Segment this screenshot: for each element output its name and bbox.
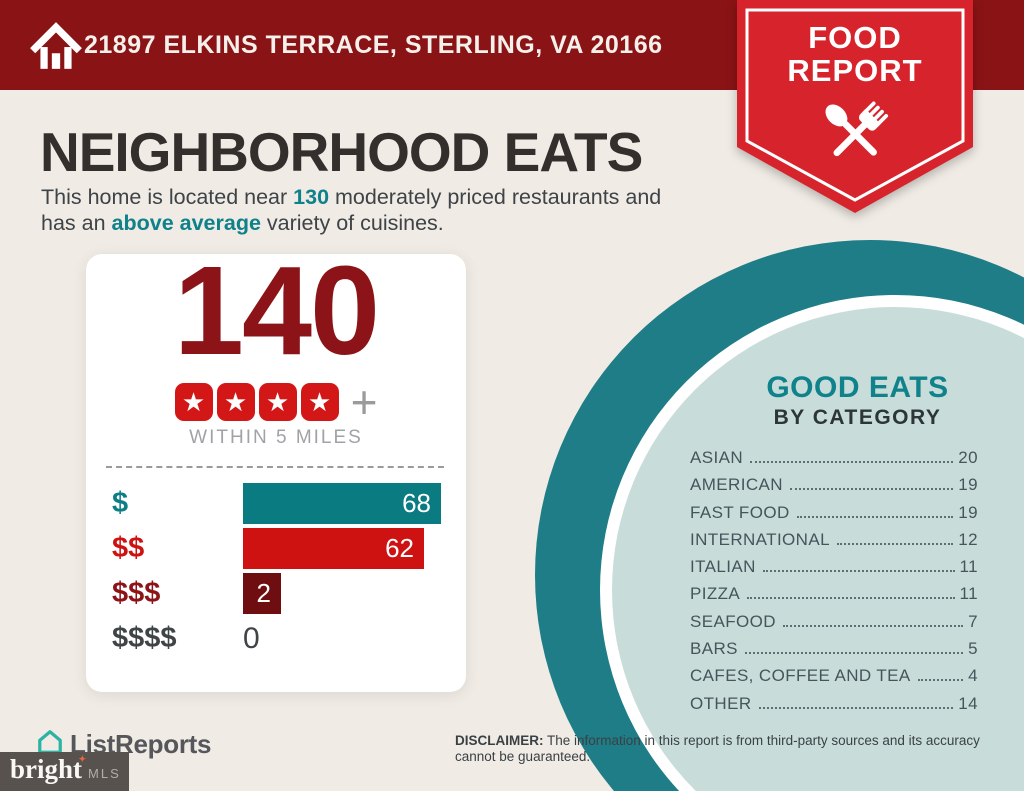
good-eats-title: GOOD EATS xyxy=(766,371,949,404)
star-icon: ★ xyxy=(216,383,255,421)
intro-part3: has an xyxy=(41,210,112,235)
price-tier-label: $$ xyxy=(112,532,145,564)
category-count: 19 xyxy=(958,475,978,495)
disclaimer-label: DISCLAIMER: xyxy=(455,733,544,748)
price-tier-zero-value: 0 xyxy=(243,622,260,655)
total-restaurants-number: 140 xyxy=(173,240,380,381)
category-name: BARS xyxy=(690,639,738,659)
property-address: 21897 ELKINS TERRACE, STERLING, VA 20166 xyxy=(84,31,663,59)
dotted-leader xyxy=(789,488,954,491)
restaurant-count: 130 xyxy=(293,185,330,209)
category-row: INTERNATIONAL 12 xyxy=(690,531,978,548)
category-count: 5 xyxy=(968,639,978,659)
category-row: ASIAN 20 xyxy=(690,449,978,466)
category-count: 4 xyxy=(968,666,978,686)
dotted-leader xyxy=(744,652,964,655)
brightmls-suffix: MLS xyxy=(88,766,121,781)
price-tier-label: $$$$ xyxy=(112,622,177,654)
price-tier-bar: 62 xyxy=(243,528,424,569)
disclaimer-text: DISCLAIMER: The information in this repo… xyxy=(455,733,980,765)
category-name: INTERNATIONAL xyxy=(690,529,830,549)
price-tier-bar-zone: 62 xyxy=(243,528,466,569)
category-name: ASIAN xyxy=(690,448,744,467)
category-row: OTHER 14 xyxy=(690,695,978,712)
badge-title: FOOD REPORT xyxy=(737,20,973,88)
category-name: SEAFOOD xyxy=(690,611,776,631)
dotted-leader xyxy=(782,624,964,627)
dotted-leader xyxy=(796,515,954,518)
category-name: ITALIAN xyxy=(690,557,756,577)
dashed-divider xyxy=(106,466,444,468)
category-list: ASIAN 20 AMERICAN 19 FAST FOOD 19 INTERNATIONA… xyxy=(690,449,978,712)
badge-line2: REPORT xyxy=(787,52,923,88)
category-row: PIZZA 11 xyxy=(690,585,978,602)
page-title: NEIGHBORHOOD EATS xyxy=(40,121,643,183)
price-tier-label: $ xyxy=(112,487,129,519)
price-tier-chart: $68 $$ 62 $$$ 2 $$$$ 0 xyxy=(86,483,466,663)
category-row: AMERICAN 19 xyxy=(690,476,978,493)
category-count: 14 xyxy=(958,693,978,713)
category-row: CAFES, COFFEE AND TEA 4 xyxy=(690,667,978,684)
category-count: 11 xyxy=(959,557,978,577)
price-tier-bar-zone: 68 xyxy=(243,483,466,524)
category-row: ITALIAN 11 xyxy=(690,558,978,575)
category-count: 19 xyxy=(958,502,978,522)
category-row: SEAFOOD 7 xyxy=(690,613,978,630)
price-tier-row: $$ 62 xyxy=(86,528,466,569)
intro-part1: This home is located near xyxy=(41,185,294,209)
category-name: FAST FOOD xyxy=(690,502,790,522)
category-count: 12 xyxy=(958,529,978,549)
restaurant-summary-card: 140 ★ ★ ★ ★ + WITHIN 5 MILES $68 $$ 62 $$$ 2 $$$$… xyxy=(86,248,466,692)
good-eats-panel: GOOD EATS BY CATEGORY ASIAN 20 AMERICAN 19 F… xyxy=(660,371,1024,722)
crossed-spoon-and-fork-icon xyxy=(825,101,889,157)
dotted-leader xyxy=(747,597,955,600)
price-tier-bar-zone: 2 xyxy=(243,573,466,614)
category-name: PIZZA xyxy=(690,584,741,604)
price-tier-row: $68 xyxy=(86,483,466,524)
good-eats-subtitle: BY CATEGORY xyxy=(773,406,942,429)
brightmls-star-icon: ✦ xyxy=(78,754,87,764)
variety-rating: above average xyxy=(111,210,261,235)
category-name: AMERICAN xyxy=(690,475,783,495)
star-icon: ★ xyxy=(258,383,297,421)
dotted-leader xyxy=(762,570,955,573)
dotted-leader xyxy=(917,679,964,682)
intro-text: This home is located near 130 moderately… xyxy=(41,185,661,237)
price-tier-bar-zone: 0 xyxy=(243,618,466,659)
category-count: 11 xyxy=(959,584,978,604)
brightmls-logo-text: bright ✦ xyxy=(10,754,87,784)
rating-stars-row: ★ ★ ★ ★ + xyxy=(86,376,466,428)
intro-part2: moderately priced restaurants and xyxy=(329,185,662,209)
category-name: CAFES, COFFEE AND TEA xyxy=(690,666,911,686)
plus-sign: + xyxy=(350,376,378,428)
category-count: 7 xyxy=(968,611,978,631)
category-row: FAST FOOD 19 xyxy=(690,504,978,521)
home-icon xyxy=(30,22,82,69)
category-name: OTHER xyxy=(690,693,752,713)
brightmls-watermark: bright ✦ MLS xyxy=(0,752,129,791)
star-icon: ★ xyxy=(174,383,213,421)
price-tier-bar: 2 xyxy=(243,573,281,614)
food-report-badge: FOOD REPORT xyxy=(737,0,973,215)
radius-label: WITHIN 5 MILES xyxy=(189,427,363,448)
intro-part4: variety of cuisines. xyxy=(260,210,444,235)
price-tier-row: $$$ 2 xyxy=(86,573,466,614)
dotted-leader xyxy=(758,706,954,709)
star-icon: ★ xyxy=(300,383,339,421)
price-tier-bar: 68 xyxy=(243,483,441,524)
dotted-leader xyxy=(836,542,954,545)
price-tier-label: $$$ xyxy=(112,577,161,609)
price-tier-row: $$$$ 0 xyxy=(86,618,466,659)
badge-line1: FOOD xyxy=(808,20,902,55)
listreports-house-icon xyxy=(38,730,62,754)
category-row: BARS 5 xyxy=(690,640,978,657)
dotted-leader xyxy=(750,461,954,463)
pennant-ribbon xyxy=(737,0,973,213)
category-count: 20 xyxy=(958,448,978,467)
